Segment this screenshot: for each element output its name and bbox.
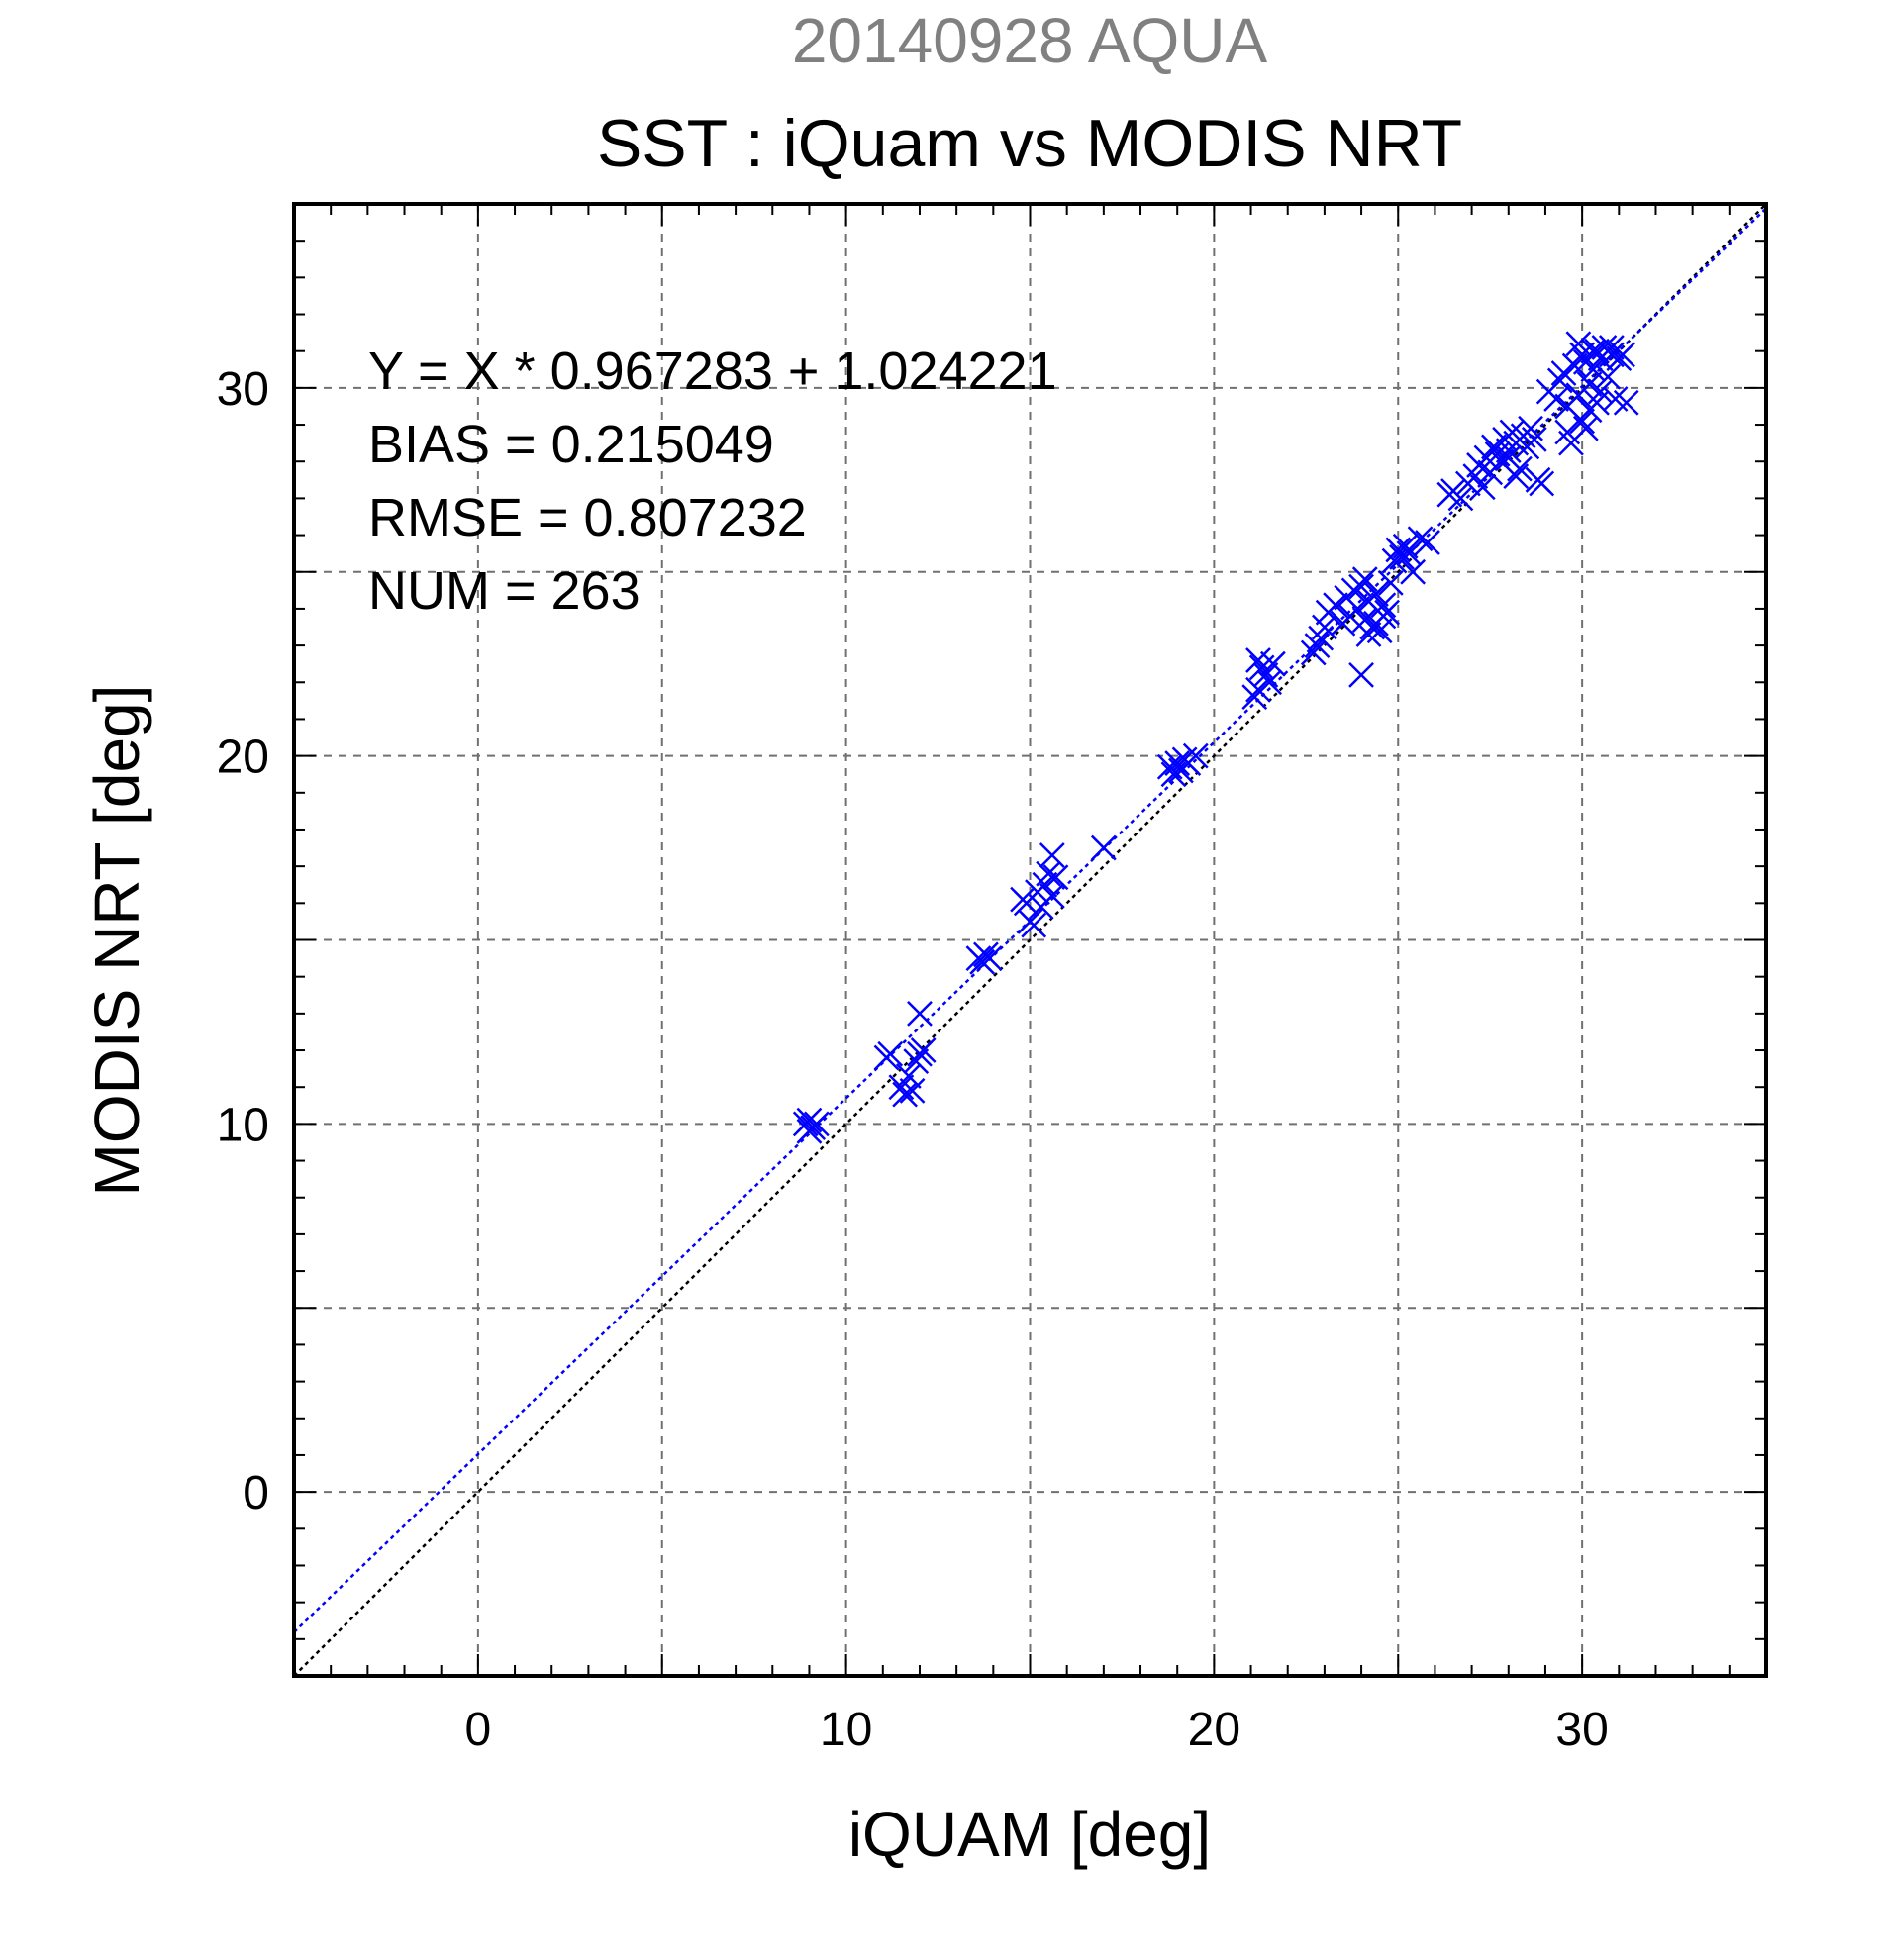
stat-fit-equation: Y = X * 0.967283 + 1.024221 bbox=[368, 342, 1057, 401]
data-point bbox=[895, 1063, 922, 1089]
data-point bbox=[1363, 581, 1389, 607]
data-point bbox=[796, 1107, 823, 1133]
data-point bbox=[1090, 834, 1117, 861]
plot-frame bbox=[292, 202, 1768, 1678]
y-tick-label: 20 bbox=[217, 732, 269, 784]
data-point bbox=[1039, 842, 1065, 868]
data-point bbox=[796, 1118, 823, 1144]
y-tick-label: 0 bbox=[243, 1467, 269, 1519]
data-point bbox=[1021, 912, 1047, 938]
data-point bbox=[976, 945, 1003, 971]
data-point bbox=[1613, 389, 1639, 416]
data-point bbox=[1554, 419, 1581, 445]
data-point bbox=[1182, 742, 1209, 769]
data-point bbox=[1300, 639, 1327, 666]
data-point bbox=[1576, 371, 1603, 398]
chart-title: SST : iQuam vs MODIS NRT bbox=[597, 106, 1462, 181]
chart-supertitle: 20140928 AQUA bbox=[792, 5, 1268, 76]
data-point bbox=[969, 948, 996, 975]
data-point bbox=[1164, 750, 1191, 776]
data-point bbox=[910, 1037, 937, 1063]
x-tick-label: 20 bbox=[1188, 1704, 1240, 1756]
data-point bbox=[1351, 566, 1378, 593]
data-point bbox=[1610, 342, 1635, 368]
data-point bbox=[1521, 427, 1547, 452]
data-point bbox=[1495, 444, 1522, 471]
y-axis-label: MODIS NRT [deg] bbox=[81, 685, 152, 1197]
x-tick-label: 10 bbox=[820, 1704, 872, 1756]
data-point bbox=[903, 1048, 930, 1075]
data-point bbox=[1348, 661, 1374, 688]
data-point bbox=[1595, 363, 1622, 390]
data-point bbox=[1392, 533, 1419, 559]
data-point bbox=[1344, 596, 1371, 622]
data-point bbox=[907, 1000, 933, 1027]
data-point bbox=[1529, 470, 1555, 497]
x-tick-label: 30 bbox=[1555, 1704, 1608, 1756]
y-tick-label: 30 bbox=[217, 363, 269, 416]
stat-rmse: RMSE = 0.807232 bbox=[368, 488, 807, 547]
data-point bbox=[1481, 434, 1507, 460]
data-point bbox=[1565, 331, 1592, 357]
stat-num: NUM = 263 bbox=[368, 561, 641, 621]
data-point bbox=[1415, 530, 1440, 555]
data-point bbox=[1447, 485, 1474, 512]
data-point bbox=[1259, 650, 1286, 677]
data-point bbox=[1400, 558, 1427, 585]
tick-labels: 0 10 20 30 0 10 20 30 bbox=[217, 363, 1609, 1756]
data-point bbox=[1407, 526, 1434, 552]
data-point bbox=[899, 1078, 926, 1104]
data-point bbox=[877, 1040, 904, 1067]
y-tick-label: 10 bbox=[217, 1099, 269, 1151]
data-point bbox=[1245, 676, 1271, 703]
data-point bbox=[1042, 864, 1069, 891]
data-point bbox=[1584, 338, 1610, 364]
x-axis-label: iQUAM [deg] bbox=[848, 1799, 1211, 1870]
data-point bbox=[1348, 573, 1374, 600]
data-point bbox=[1598, 335, 1625, 360]
data-point bbox=[1252, 661, 1279, 688]
data-point bbox=[1377, 570, 1404, 596]
stat-bias: BIAS = 0.215049 bbox=[368, 415, 774, 474]
data-point bbox=[1598, 342, 1625, 368]
data-point bbox=[1245, 647, 1271, 673]
data-points bbox=[792, 331, 1639, 1144]
stats-box: Y = X * 0.967283 + 1.024221 BIAS = 0.215… bbox=[368, 342, 1057, 621]
data-point bbox=[1469, 474, 1496, 501]
grid-lines bbox=[294, 204, 1766, 1676]
data-point bbox=[1587, 378, 1614, 405]
data-point bbox=[1569, 408, 1596, 435]
data-point bbox=[1323, 592, 1348, 619]
data-point bbox=[1370, 592, 1397, 619]
data-point bbox=[1503, 463, 1530, 489]
x-tick-label: 0 bbox=[465, 1704, 492, 1756]
data-point bbox=[1355, 622, 1382, 647]
data-point bbox=[1370, 603, 1397, 630]
data-point bbox=[1304, 633, 1331, 658]
